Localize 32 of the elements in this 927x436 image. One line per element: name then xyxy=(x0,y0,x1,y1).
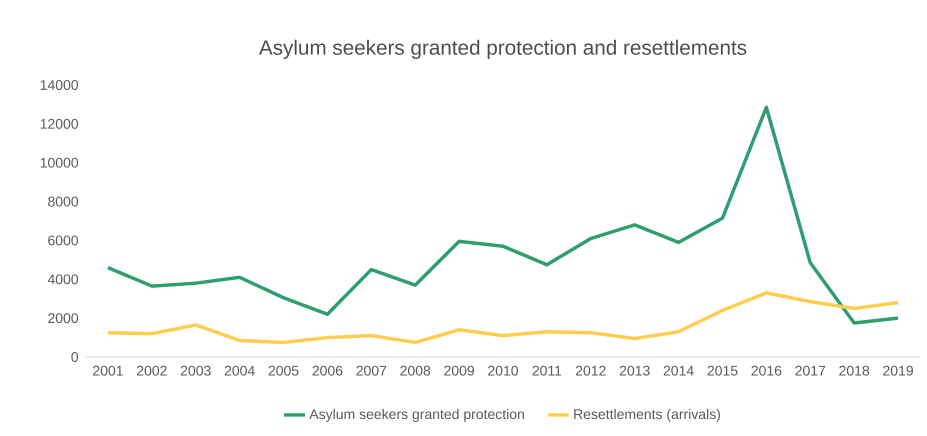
x-tick-label: 2005 xyxy=(268,366,299,376)
y-tick-label: 10000 xyxy=(40,158,78,168)
x-tick-label: 2018 xyxy=(839,366,870,376)
y-tick-label: 8000 xyxy=(48,196,78,207)
x-tick-label: 2019 xyxy=(883,366,913,376)
x-tick-label: 2017 xyxy=(795,366,826,376)
y-tick-label: 0 xyxy=(71,352,78,362)
x-tick-label: 2008 xyxy=(400,366,430,376)
x-tick-label: 2006 xyxy=(312,366,342,376)
x-tick-label: 2004 xyxy=(224,366,255,376)
y-tick-label: 14000 xyxy=(40,80,78,90)
x-tick-label: 2009 xyxy=(444,366,474,376)
x-tick-label: 2001 xyxy=(93,366,123,376)
y-tick-label: 12000 xyxy=(40,118,78,129)
legend-label: Asylum seekers granted protection xyxy=(309,408,524,422)
x-tick-label: 2010 xyxy=(488,366,518,376)
chart-title: Asylum seekers granted protection and resettlements xyxy=(258,40,746,59)
x-tick-label: 2014 xyxy=(664,366,694,376)
x-tick-label: 2007 xyxy=(356,366,386,376)
line-series xyxy=(106,291,900,344)
x-tick-label: 2003 xyxy=(180,366,211,376)
line-series xyxy=(106,106,900,325)
y-tick-label: 6000 xyxy=(48,235,78,246)
x-tick-label: 2016 xyxy=(752,366,782,376)
x-tick-label: 2015 xyxy=(708,366,738,376)
y-tick-label: 4000 xyxy=(48,274,78,284)
x-tick-label: 2012 xyxy=(576,366,606,376)
legend-label: Resettlements (arrivals) xyxy=(574,408,720,422)
x-tick-label: 2013 xyxy=(620,366,650,376)
x-tick-label: 2002 xyxy=(136,366,167,376)
x-tick-label: 2011 xyxy=(532,366,562,376)
y-tick-label: 2000 xyxy=(48,313,78,324)
